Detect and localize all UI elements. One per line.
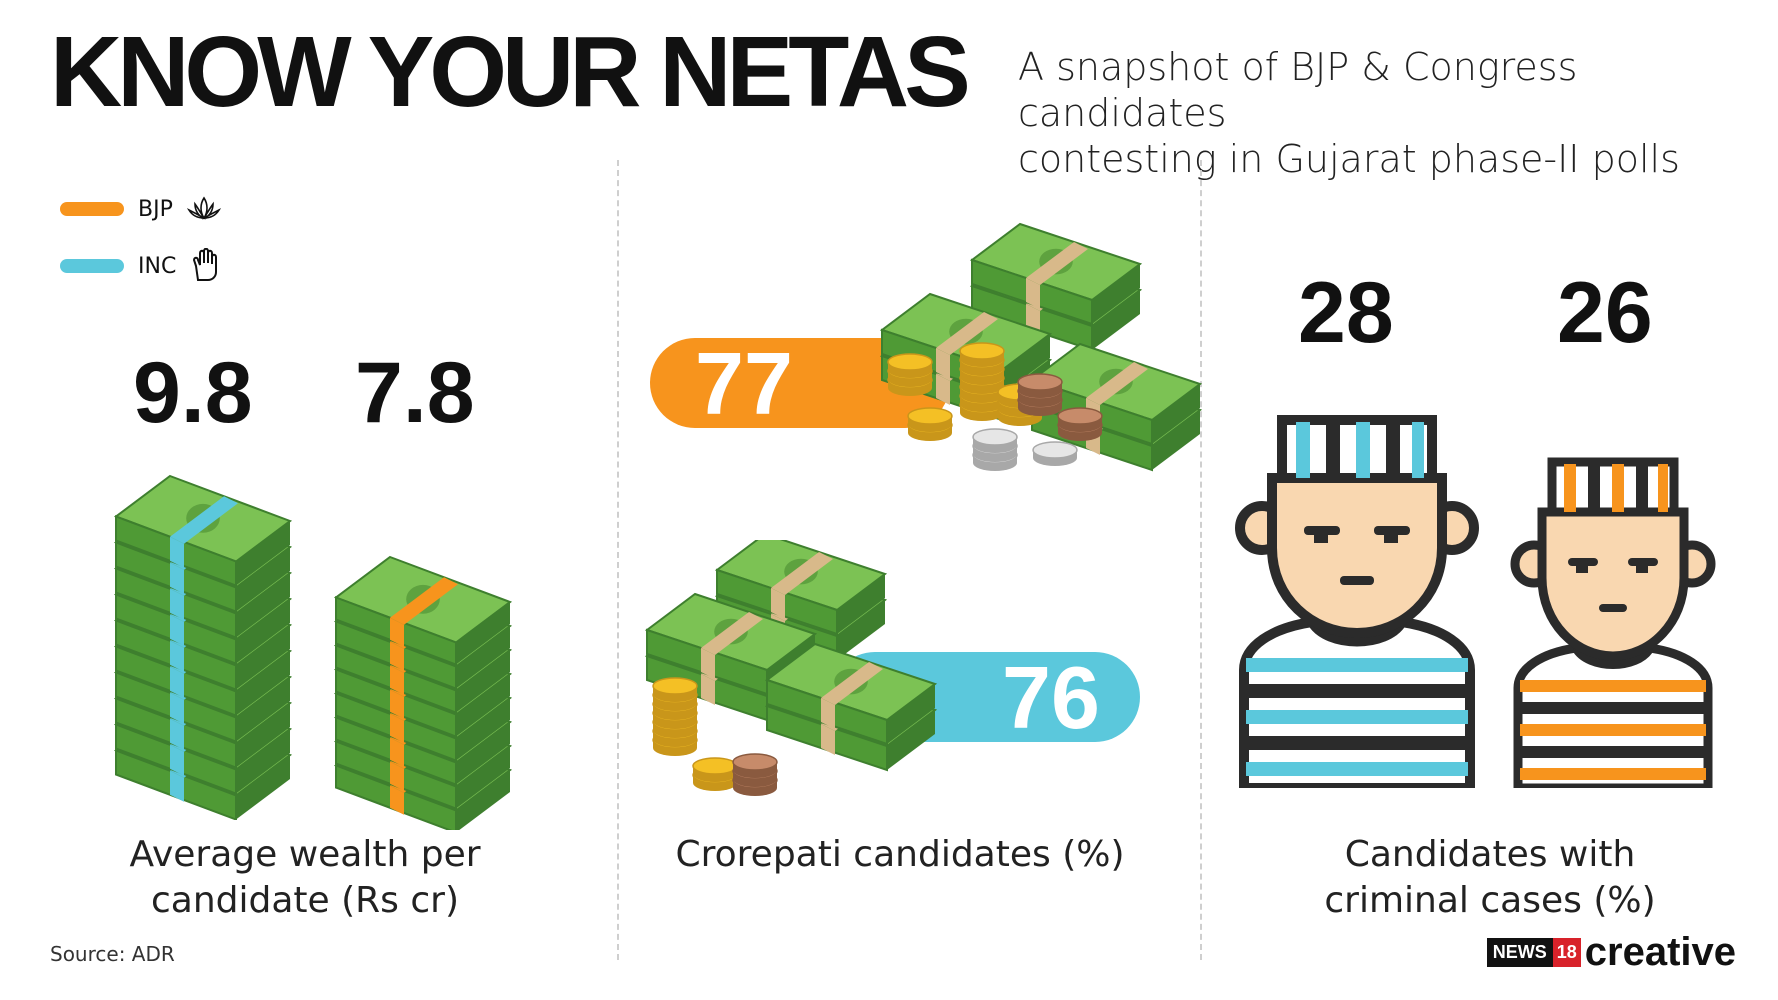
legend-item-inc: INC [60, 248, 220, 284]
crorepati-value-bjp: 77 [695, 334, 793, 433]
brand-18: 18 [1552, 938, 1581, 967]
prisoner-figure-bjp [1510, 457, 1716, 788]
criminal-caption-line-1: Candidates with [1344, 834, 1636, 875]
money-stack-short [333, 555, 513, 830]
column-divider-1 [617, 160, 619, 960]
crorepati-value-inc: 76 [1002, 648, 1100, 747]
legend-label-bjp: BJP [138, 196, 173, 222]
wealth-caption: Average wealth per candidate (Rs cr) [80, 832, 530, 924]
wealth-caption-line-2: candidate (Rs cr) [150, 880, 460, 921]
brand-logo: NEWS 18 creative [1486, 930, 1736, 975]
money-pile-bottom [644, 540, 938, 796]
column-divider-2 [1200, 160, 1202, 960]
subtitle-line-2: contesting in Gujarat phase-II polls [1018, 137, 1680, 181]
legend-label-inc: INC [138, 253, 177, 279]
prisoner-figure-inc [1235, 415, 1479, 788]
legend-swatch-inc [60, 259, 124, 273]
wealth-caption-line-1: Average wealth per [129, 834, 481, 875]
criminal-value-inc: 28 [1298, 265, 1394, 361]
lotus-icon [186, 196, 221, 220]
brand-creative: creative [1584, 930, 1736, 974]
criminal-caption-line-2: criminal cases (%) [1324, 880, 1656, 921]
money-stack-tall [113, 474, 293, 820]
legend-item-bjp: BJP [60, 196, 221, 222]
brand-news: NEWS [1486, 938, 1553, 967]
subtitle: A snapshot of BJP & Congress candidates … [1018, 44, 1778, 182]
wealth-value-inc: 9.8 [133, 345, 253, 441]
criminal-value-bjp: 26 [1557, 265, 1653, 361]
wealth-value-bjp: 7.8 [355, 345, 475, 441]
page-title: KNOW YOUR NETAS [50, 16, 971, 128]
money-pile-top [879, 222, 1203, 472]
hand-icon [193, 248, 218, 281]
crorepati-caption: Crorepati candidates (%) [675, 834, 1125, 875]
source-note: Source: ADR [50, 942, 175, 966]
legend-swatch-bjp [60, 202, 124, 216]
criminal-caption: Candidates with criminal cases (%) [1290, 832, 1690, 924]
subtitle-line-1: A snapshot of BJP & Congress candidates [1018, 45, 1578, 135]
